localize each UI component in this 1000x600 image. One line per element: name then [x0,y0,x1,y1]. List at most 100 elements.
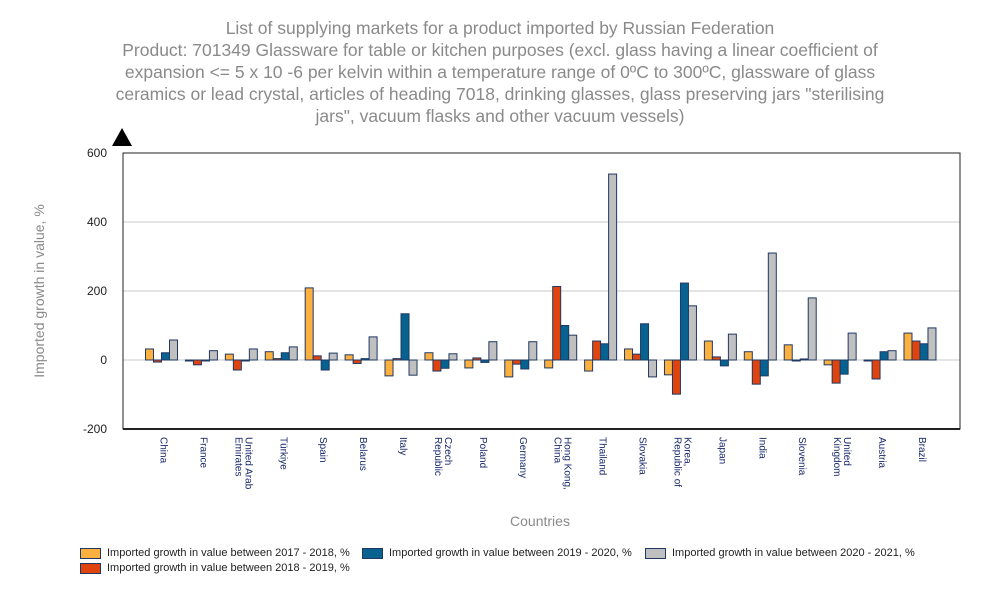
bar [727,333,737,361]
bar [663,359,673,376]
legend-item-2017-2018[interactable]: Imported growth in value between 2017 - … [80,547,350,559]
bar [799,358,809,361]
bar [679,282,689,361]
bar [440,359,450,369]
x-tick-label: Slovakia [637,437,648,475]
x-tick-label: Korea, [681,437,692,466]
x-tick-label: Republic of [671,437,682,487]
y-tick-label: 0 [100,353,107,367]
bar [687,305,697,361]
legend-item-2020-2021[interactable]: Imported growth in value between 2020 - … [645,547,915,559]
bar [224,353,234,361]
bar [352,359,362,364]
bar [280,352,290,361]
legend-swatch [362,547,383,559]
x-tick-label: Kingdom [831,437,842,476]
bar [184,359,194,362]
bar [288,346,298,361]
bar [320,359,330,371]
x-tick-label: Brazil [916,437,927,462]
bar [472,357,482,361]
x-tick-label: Slovenia [796,437,807,476]
title-line: List of supplying markets for a product … [225,18,775,38]
title-line: expansion <= 5 x 10 -6 per kelvin within… [124,62,876,82]
y-tick-label: -200 [83,422,107,436]
legend-label: Imported growth in value between 2018 - … [107,562,350,574]
bar [839,359,849,375]
bar [424,352,434,361]
bar [831,359,841,384]
bar [464,359,474,369]
x-tick-label: Japan [716,437,727,464]
bar [671,359,681,395]
bar [919,343,929,361]
legend-swatch [645,547,666,559]
x-tick-label: Germany [517,437,528,478]
x-tick-label: Poland [477,437,488,468]
bar [153,359,162,363]
bar [863,359,873,362]
x-tick-label: United Arab [242,437,253,490]
bar [512,359,522,365]
y-tick-label: 600 [87,146,107,160]
x-tick-label: Austria [876,437,887,469]
bar [791,359,801,362]
bar [312,355,322,361]
x-axis-title: Countries [510,513,570,529]
bar [624,348,634,361]
bar [640,323,650,361]
y-axis-arrow-icon [112,128,132,146]
bar [448,353,458,361]
legend-label: Imported growth in value between 2020 - … [672,547,915,559]
legend-item-2019-2020[interactable]: Imported growth in value between 2019 - … [362,547,632,559]
bar [584,359,594,372]
bar [392,358,402,361]
bar [751,359,761,385]
bar [248,348,258,361]
bar [632,353,642,361]
bar [344,354,354,361]
title-line: Product: 701349 Glassware for table or k… [122,40,878,60]
x-tick-label: Spain [317,437,328,463]
legend-label: Imported growth in value between 2017 - … [107,547,350,559]
bar [783,344,793,361]
bar [600,343,610,361]
legend-label: Imported growth in value between 2019 - … [389,547,632,559]
bar [480,359,490,363]
x-tick-label: Türkiye [277,437,288,470]
x-tick-label: Italy [397,437,408,455]
bar [169,339,178,361]
x-tick-label: France [197,437,208,469]
bar [208,350,218,361]
x-tick-label: China [552,437,563,464]
bar [560,325,570,361]
x-tick-label: China [158,437,169,464]
bar [911,340,921,361]
x-tick-label: India [756,437,767,459]
bar [408,359,418,376]
bar [200,359,210,362]
bar [360,358,370,361]
x-tick-label: Republic [432,437,443,476]
bar [887,350,897,361]
bar [823,359,833,366]
bar [272,358,282,361]
bar [743,351,753,361]
bar [504,359,514,378]
bar [368,336,378,361]
bar [903,332,913,361]
bar [648,359,658,378]
x-tick-label: Hong Kong, [562,437,573,490]
bar [264,351,274,361]
legend-item-2018-2019[interactable]: Imported growth in value between 2018 - … [80,562,350,574]
x-tick-label: Emirates [232,437,243,476]
bar [240,359,250,362]
bar [759,359,769,377]
bar [232,359,242,371]
title-line: ceramics or lead crystal, articles of he… [115,84,885,104]
bar [192,359,202,366]
title-line: jars", vacuum flasks and other vacuum ve… [315,106,685,126]
bar [568,334,578,361]
bar [807,297,817,361]
